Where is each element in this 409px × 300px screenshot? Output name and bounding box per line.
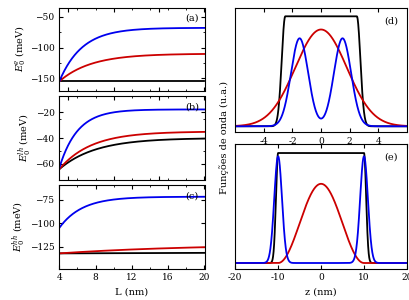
Text: (a): (a): [186, 13, 199, 22]
Y-axis label: $E_0^{hh}$ (meV): $E_0^{hh}$ (meV): [11, 201, 28, 253]
Y-axis label: $E_0^e$ (meV): $E_0^e$ (meV): [13, 26, 28, 72]
Y-axis label: $E_0^{lh}$ (meV): $E_0^{lh}$ (meV): [17, 113, 34, 163]
Text: (d): (d): [384, 16, 399, 25]
Text: (c): (c): [186, 191, 199, 200]
X-axis label: L (nm): L (nm): [115, 288, 148, 297]
Text: (e): (e): [384, 153, 398, 162]
X-axis label: z (nm): z (nm): [305, 288, 337, 297]
Text: (b): (b): [186, 102, 200, 111]
Text: Funções de onda (u.a.): Funções de onda (u.a.): [219, 82, 229, 194]
